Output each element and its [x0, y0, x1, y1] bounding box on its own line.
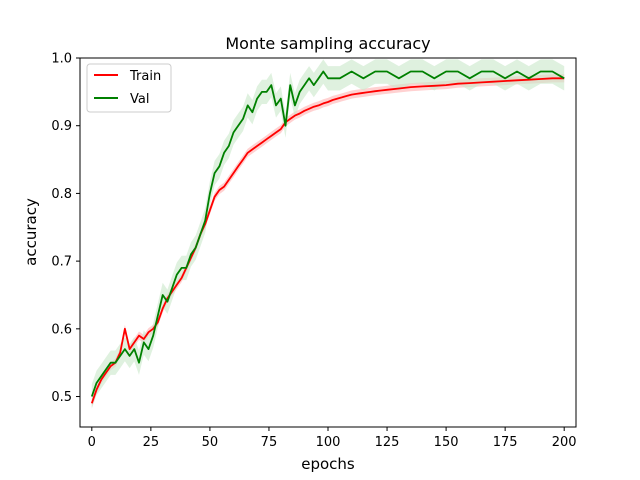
x-tick-label: 200 [552, 435, 577, 450]
legend: Train Val [86, 63, 172, 113]
legend-train-label: Train [129, 69, 161, 84]
legend-val-label: Val [130, 92, 149, 107]
plot-area [90, 59, 565, 409]
x-axis-label: epochs [301, 455, 355, 473]
y-tick-label: 0.6 [51, 322, 72, 337]
x-tick-label: 0 [88, 435, 96, 450]
x-tick-label: 100 [316, 435, 341, 450]
x-tick-label: 175 [493, 435, 518, 450]
x-tick-label: 25 [143, 435, 160, 450]
y-tick-label: 0.8 [51, 187, 72, 202]
y-axis: 0.5 0.6 0.7 0.8 0.9 1.0 [51, 52, 80, 405]
series-train-line [90, 77, 565, 404]
y-tick-label: 1.0 [51, 52, 72, 67]
series-val-band [91, 59, 565, 409]
y-tick-label: 0.9 [51, 119, 72, 134]
series-val-line [90, 70, 565, 397]
y-axis-label: accuracy [22, 198, 40, 266]
x-tick-label: 150 [434, 435, 459, 450]
x-axis: 0 25 50 75 100 125 150 175 200 [88, 427, 577, 450]
y-tick-label: 0.7 [51, 255, 72, 270]
x-tick-label: 75 [261, 435, 278, 450]
x-tick-label: 50 [202, 435, 219, 450]
x-tick-label: 125 [375, 435, 400, 450]
chart-title: Monte sampling accuracy [225, 34, 430, 53]
y-tick-label: 0.5 [51, 390, 72, 405]
